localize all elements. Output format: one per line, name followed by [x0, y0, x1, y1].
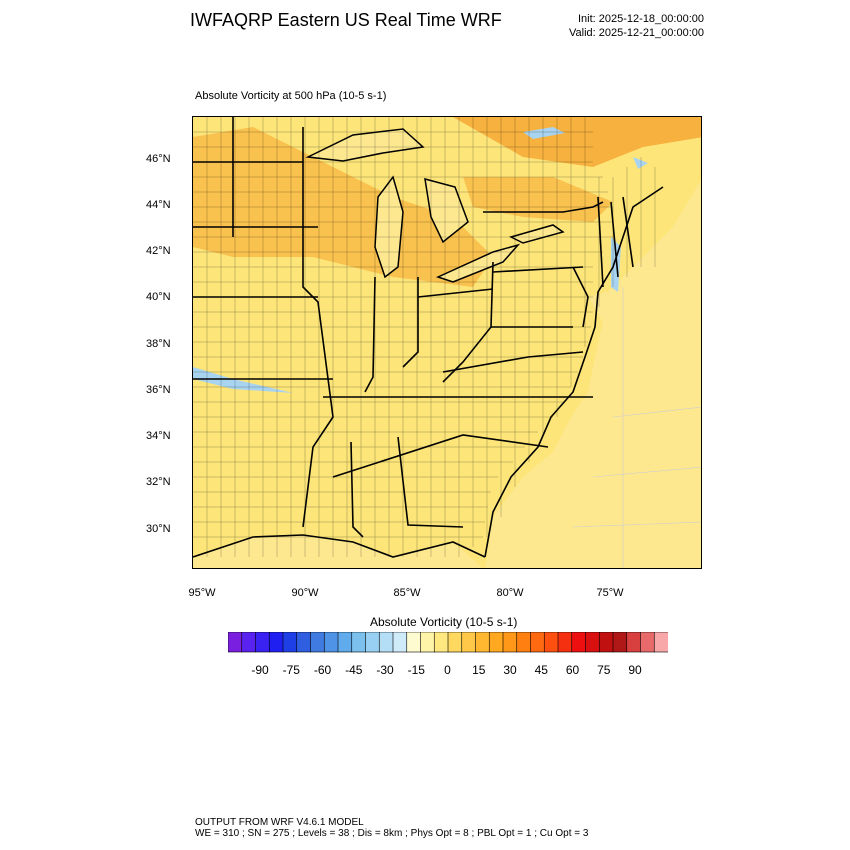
colorbar-tick-label: -90	[251, 663, 269, 677]
colorbar-tick-label: 90	[628, 663, 642, 677]
vorticity-max-canada	[343, 117, 701, 167]
lat-label: 44°N	[146, 199, 171, 211]
colorbar-tick-label: -30	[376, 663, 394, 677]
colorbar-swatch	[640, 632, 655, 653]
colorbar-swatch	[365, 632, 380, 653]
colorbar-swatch	[447, 632, 463, 653]
lake-huron	[424, 177, 469, 244]
colorbar-swatch	[351, 632, 367, 653]
lat-label: 42°N	[146, 245, 171, 257]
atlantic-ocean	[485, 180, 701, 568]
lat-label: 30°N	[146, 523, 171, 535]
vorticity-max-ontario	[463, 177, 613, 222]
lake-ontario	[508, 224, 565, 244]
plot-title: IWFAQRP Eastern US Real Time WRF	[190, 10, 502, 30]
lon-label: 80°W	[496, 587, 524, 599]
colorbar-swatch	[585, 632, 600, 653]
colorbar-swatch	[310, 632, 325, 653]
colorbar-swatch	[323, 632, 339, 653]
negative-vorticity-west	[193, 367, 293, 393]
colorbar-tick-label: 45	[534, 663, 548, 677]
lat-label: 32°N	[146, 476, 171, 488]
state-boundaries	[193, 117, 634, 538]
lat-label: 34°N	[146, 430, 171, 442]
lat-label: 46°N	[146, 153, 171, 165]
colorbar-swatch	[626, 632, 642, 653]
gulf-coastline	[193, 534, 486, 558]
lon-label: 90°W	[291, 587, 319, 599]
colorbar-tick-label: 60	[565, 663, 580, 677]
colorbar-swatch	[530, 632, 545, 653]
colorbar-swatch	[433, 632, 449, 653]
lon-label: 95°W	[188, 587, 216, 599]
colorbar-swatch	[502, 632, 518, 653]
colorbar-swatch	[296, 632, 312, 653]
colorbar-title: Absolute Vorticity (10-5 s-1)	[370, 615, 518, 629]
colorbar-swatch	[461, 632, 477, 653]
colorbar-swatch	[488, 632, 504, 653]
county-lines	[193, 117, 656, 557]
colorbar-swatch	[543, 632, 559, 653]
colorbar-swatch	[228, 632, 243, 653]
colorbar-swatch	[598, 632, 614, 653]
colorbar-tick-label: 30	[503, 663, 517, 677]
colorbar-swatch	[241, 632, 257, 653]
colorbar-swatch	[282, 632, 298, 653]
valid-time: Valid: 2025-12-21_00:00:00	[569, 27, 704, 39]
colorbar-swatch	[392, 632, 408, 653]
model-info: OUTPUT FROM WRF V4.6.1 MODEL	[195, 817, 364, 828]
colorbar-swatch	[378, 632, 394, 653]
colorbar-tick-label: 15	[472, 663, 486, 677]
model-config: WE = 310 ; SN = 275 ; Levels = 38 ; Dis …	[195, 828, 589, 839]
colorbar-swatch	[268, 632, 284, 653]
colorbar-tick-label: -45	[345, 663, 363, 677]
lake-erie	[435, 243, 521, 283]
gulf-of-mexico	[193, 535, 483, 568]
colorbar	[228, 632, 668, 653]
colorbar-swatch	[571, 632, 587, 653]
colorbar-swatch	[653, 632, 668, 653]
colorbar-swatch	[406, 632, 422, 653]
lon-label: 85°W	[393, 587, 421, 599]
colorbar-tick-label: 75	[597, 663, 611, 677]
lat-label: 40°N	[146, 291, 171, 303]
lat-label: 38°N	[146, 338, 171, 350]
colorbar-swatch	[557, 632, 573, 653]
negative-vorticity-canada	[523, 127, 565, 139]
vorticity-map	[192, 116, 702, 569]
colorbar-swatch	[612, 632, 628, 653]
colorbar-swatch	[420, 632, 435, 653]
lon-label: 75°W	[596, 587, 624, 599]
colorbar-swatch	[337, 632, 353, 653]
colorbar-swatch	[516, 632, 532, 653]
negative-vorticity-quebec	[633, 157, 648, 169]
colorbar-swatch	[255, 632, 270, 653]
init-time: Init: 2025-12-18_00:00:00	[578, 13, 704, 25]
colorbar-tick-label: 0	[444, 663, 451, 677]
colorbar-tick-label: -75	[282, 663, 300, 677]
colorbar-swatch	[475, 632, 490, 653]
east-coastline	[484, 186, 664, 558]
graticule	[572, 287, 701, 568]
colorbar-tick-label: -15	[407, 663, 425, 677]
field-subtitle: Absolute Vorticity at 500 hPa (10-5 s-1)	[195, 90, 387, 102]
map-canvas	[193, 117, 701, 568]
lat-label: 36°N	[146, 384, 171, 396]
colorbar-tick-label: -60	[313, 663, 332, 677]
